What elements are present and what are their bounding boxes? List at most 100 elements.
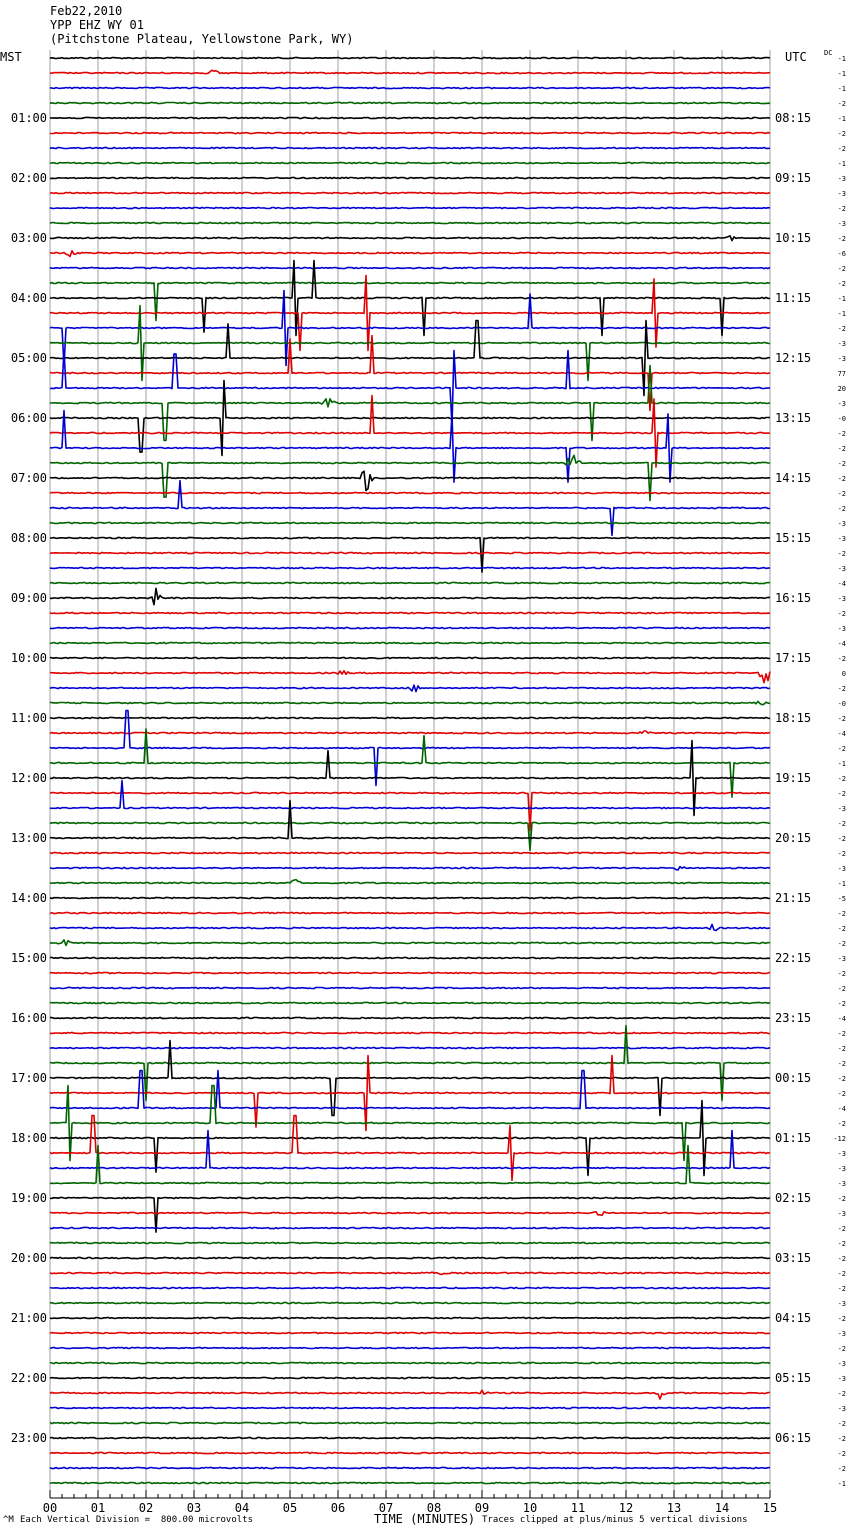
trace-56 <box>49 896 771 900</box>
dc-offset-33: -2 <box>838 550 846 558</box>
dc-offset-63: -2 <box>838 1000 846 1008</box>
dc-offset-39: -4 <box>838 640 846 648</box>
trace-20 <box>50 319 770 397</box>
left-time-label-20: 21:00 <box>11 1311 47 1325</box>
trace-21 <box>49 334 771 412</box>
dc-offset-30: -2 <box>838 505 846 513</box>
trace-14 <box>49 266 771 270</box>
dc-offset-84: -2 <box>838 1315 846 1323</box>
header-date: Feb22,2010 <box>50 4 123 18</box>
dc-offset-83: -3 <box>838 1300 846 1308</box>
dc-offset-26: -2 <box>838 445 846 453</box>
trace-31 <box>49 521 771 525</box>
dc-offset-0: -1 <box>838 55 846 63</box>
clip-note: Traces clipped at plus/minus 5 vertical … <box>482 1515 748 1525</box>
trace-80 <box>49 1256 771 1260</box>
trace-52 <box>49 799 771 840</box>
left-time-label-5: 06:00 <box>11 411 47 425</box>
dc-offset-34: -3 <box>838 565 846 573</box>
dc-offset-52: -2 <box>838 835 846 843</box>
x-tick-label-08: 08 <box>427 1501 441 1515</box>
dc-offset-73: -3 <box>838 1150 846 1158</box>
trace-18 <box>49 289 771 367</box>
trace-60 <box>49 956 771 960</box>
trace-84 <box>49 1316 771 1320</box>
trace-46 <box>49 709 771 787</box>
trace-12 <box>49 235 771 242</box>
trace-87 <box>49 1361 771 1365</box>
dc-offset-54: -3 <box>838 865 846 873</box>
dc-offset-78: -2 <box>838 1225 846 1233</box>
dc-offset-41: 0 <box>842 670 846 678</box>
trace-51 <box>49 821 771 852</box>
x-tick-label-12: 12 <box>619 1501 633 1515</box>
trace-71 <box>50 1084 771 1162</box>
right-time-label-13: 21:15 <box>775 891 811 905</box>
right-time-label-6: 14:15 <box>775 471 811 485</box>
right-time-label-16: 00:15 <box>775 1071 811 1085</box>
dc-offset-6: -2 <box>838 145 846 153</box>
dc-offset-57: -2 <box>838 910 846 918</box>
trace-33 <box>49 551 771 555</box>
dc-offset-11: -3 <box>838 220 846 228</box>
dc-offset-8: -3 <box>838 175 846 183</box>
right-time-label-5: 13:15 <box>775 411 811 425</box>
trace-24 <box>49 379 770 457</box>
dc-offset-44: -2 <box>838 715 846 723</box>
dc-offset-24: -0 <box>838 415 846 423</box>
dc-offset-61: -2 <box>838 970 846 978</box>
dc-offset-58: -2 <box>838 925 846 933</box>
dc-offset-93: -2 <box>838 1450 846 1458</box>
trace-3 <box>49 101 771 105</box>
left-time-label-14: 15:00 <box>11 951 47 965</box>
trace-64 <box>50 1016 771 1020</box>
dc-offset-42: -2 <box>838 685 846 693</box>
x-tick-label-14: 14 <box>715 1501 729 1515</box>
trace-75 <box>49 1144 771 1185</box>
left-time-label-13: 14:00 <box>11 891 47 905</box>
dc-offset-32: -3 <box>838 535 846 543</box>
dc-offset-4: -1 <box>838 115 846 123</box>
right-time-label-10: 18:15 <box>775 711 811 725</box>
left-time-label-11: 12:00 <box>11 771 47 785</box>
trace-48 <box>49 739 771 817</box>
trace-43 <box>49 700 771 706</box>
right-time-label-8: 16:15 <box>775 591 811 605</box>
trace-6 <box>49 146 771 150</box>
dc-offset-20: -3 <box>838 355 846 363</box>
dc-offset-31: -3 <box>838 520 846 528</box>
left-time-label-1: 02:00 <box>11 171 47 185</box>
trace-54 <box>49 865 771 871</box>
dc-offset-92: -2 <box>838 1435 846 1443</box>
dc-offset-23: -3 <box>838 400 846 408</box>
dc-offset-17: -1 <box>838 310 846 318</box>
dc-offset-46: -2 <box>838 745 846 753</box>
dc-offset-49: -2 <box>838 790 846 798</box>
dc-offset-64: -4 <box>838 1015 846 1023</box>
dc-offset-37: -2 <box>838 610 846 618</box>
left-time-label-12: 13:00 <box>11 831 47 845</box>
dc-offset-27: -2 <box>838 460 846 468</box>
x-tick-label-01: 01 <box>91 1501 105 1515</box>
dc-offset-3: -2 <box>838 100 846 108</box>
dc-offset-51: -2 <box>838 820 846 828</box>
trace-7 <box>49 161 771 165</box>
dc-offset-60: -3 <box>838 955 846 963</box>
dc-offset-48: -2 <box>838 775 846 783</box>
dc-offset-36: -3 <box>838 595 846 603</box>
right-time-label-7: 15:15 <box>775 531 811 545</box>
left-time-label-2: 03:00 <box>11 231 47 245</box>
left-time-label-8: 09:00 <box>11 591 47 605</box>
dc-offset-12: -2 <box>838 235 846 243</box>
dc-offset-1: -1 <box>838 70 846 78</box>
dc-offset-9: -3 <box>838 190 846 198</box>
right-time-label-1: 09:15 <box>775 171 811 185</box>
x-tick-label-05: 05 <box>283 1501 297 1515</box>
dc-offset-15: -2 <box>838 280 846 288</box>
dc-offset-45: -4 <box>838 730 846 738</box>
trace-66 <box>49 1046 771 1050</box>
dc-offset-2: -1 <box>838 85 846 93</box>
dc-offset-59: -2 <box>838 940 846 948</box>
dc-offset-71: -2 <box>838 1120 846 1128</box>
trace-27 <box>49 454 770 502</box>
